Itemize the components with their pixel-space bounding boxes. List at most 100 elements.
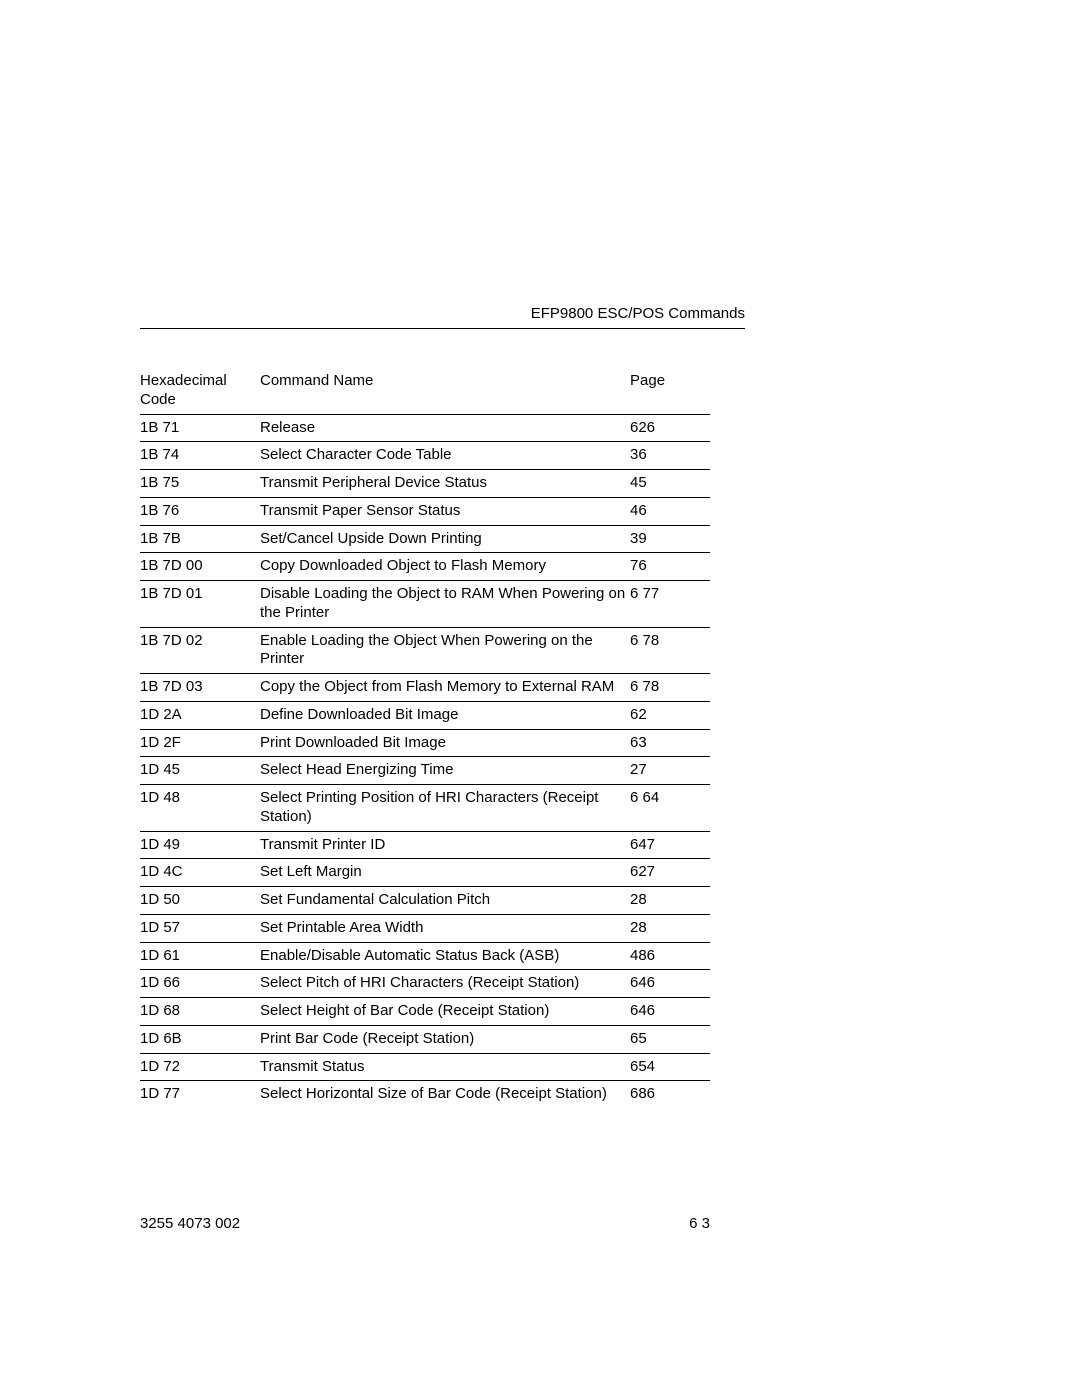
cell-page: 63 xyxy=(630,729,710,757)
cell-code: 1B 7D 02 xyxy=(140,627,260,674)
cell-name: Enable Loading the Object When Powering … xyxy=(260,627,630,674)
table-row: 1D 50Set Fundamental Calculation Pitch28 xyxy=(140,887,710,915)
cell-code: 1B 71 xyxy=(140,414,260,442)
cell-code: 1D 48 xyxy=(140,785,260,832)
cell-code: 1B 76 xyxy=(140,497,260,525)
table-row: 1D 2FPrint Downloaded Bit Image63 xyxy=(140,729,710,757)
page-footer: 3255 4073 002 6 3 xyxy=(140,1215,710,1232)
cell-code: 1B 7B xyxy=(140,525,260,553)
cell-page: 65 xyxy=(630,1025,710,1053)
cell-code: 1D 61 xyxy=(140,942,260,970)
cell-page: 36 xyxy=(630,442,710,470)
cell-page: 6 77 xyxy=(630,581,710,628)
cell-name: Enable/Disable Automatic Status Back (AS… xyxy=(260,942,630,970)
table-row: 1D 4CSet Left Margin627 xyxy=(140,859,710,887)
cell-code: 1B 7D 01 xyxy=(140,581,260,628)
cell-name: Select Printing Position of HRI Characte… xyxy=(260,785,630,832)
table-row: 1B 7D 00Copy Downloaded Object to Flash … xyxy=(140,553,710,581)
table-row: 1B 71Release626 xyxy=(140,414,710,442)
cell-name: Select Head Energizing Time xyxy=(260,757,630,785)
cell-page: 6 78 xyxy=(630,674,710,702)
cell-name: Copy Downloaded Object to Flash Memory xyxy=(260,553,630,581)
table-row: 1B 7D 02Enable Loading the Object When P… xyxy=(140,627,710,674)
cell-name: Transmit Paper Sensor Status xyxy=(260,497,630,525)
table-row: 1D 66Select Pitch of HRI Characters (Rec… xyxy=(140,970,710,998)
table-row: 1B 75Transmit Peripheral Device Status45 xyxy=(140,470,710,498)
table-row: 1D 72Transmit Status654 xyxy=(140,1053,710,1081)
cell-name: Set Left Margin xyxy=(260,859,630,887)
page-header: EFP9800 ESC/POS Commands xyxy=(140,305,745,329)
table-row: 1B 74Select Character Code Table36 xyxy=(140,442,710,470)
table-row: 1D 2ADefine Downloaded Bit Image62 xyxy=(140,701,710,729)
footer-page-num: 6 3 xyxy=(689,1215,710,1232)
cell-code: 1D 50 xyxy=(140,887,260,915)
table-row: 1D 68Select Height of Bar Code (Receipt … xyxy=(140,998,710,1026)
cell-page: 646 xyxy=(630,970,710,998)
cell-name: Disable Loading the Object to RAM When P… xyxy=(260,581,630,628)
cell-code: 1D 45 xyxy=(140,757,260,785)
cell-name: Select Height of Bar Code (Receipt Stati… xyxy=(260,998,630,1026)
cell-name: Transmit Status xyxy=(260,1053,630,1081)
cell-page: 627 xyxy=(630,859,710,887)
cell-page: 76 xyxy=(630,553,710,581)
cell-page: 654 xyxy=(630,1053,710,1081)
col-header-page: Page xyxy=(630,368,710,414)
cell-code: 1D 57 xyxy=(140,914,260,942)
table-row: 1D 77Select Horizontal Size of Bar Code … xyxy=(140,1081,710,1108)
cell-page: 686 xyxy=(630,1081,710,1108)
commands-table: Hexadecimal Code Command Name Page 1B 71… xyxy=(140,368,710,1108)
cell-name: Set/Cancel Upside Down Printing xyxy=(260,525,630,553)
cell-code: 1D 72 xyxy=(140,1053,260,1081)
table-row: 1D 61Enable/Disable Automatic Status Bac… xyxy=(140,942,710,970)
table-row: 1B 7D 03Copy the Object from Flash Memor… xyxy=(140,674,710,702)
table-row: 1B 76Transmit Paper Sensor Status46 xyxy=(140,497,710,525)
cell-code: 1D 2A xyxy=(140,701,260,729)
cell-name: Release xyxy=(260,414,630,442)
cell-page: 626 xyxy=(630,414,710,442)
table-row: 1D 45Select Head Energizing Time27 xyxy=(140,757,710,785)
cell-name: Select Pitch of HRI Characters (Receipt … xyxy=(260,970,630,998)
cell-page: 28 xyxy=(630,914,710,942)
page: EFP9800 ESC/POS Commands Hexadecimal Cod… xyxy=(0,0,1080,1397)
table-row: 1D 48Select Printing Position of HRI Cha… xyxy=(140,785,710,832)
cell-page: 647 xyxy=(630,831,710,859)
cell-code: 1D 77 xyxy=(140,1081,260,1108)
cell-name: Print Bar Code (Receipt Station) xyxy=(260,1025,630,1053)
cell-page: 46 xyxy=(630,497,710,525)
cell-name: Define Downloaded Bit Image xyxy=(260,701,630,729)
cell-page: 6 78 xyxy=(630,627,710,674)
table-row: 1D 57Set Printable Area Width28 xyxy=(140,914,710,942)
cell-page: 62 xyxy=(630,701,710,729)
cell-code: 1B 75 xyxy=(140,470,260,498)
cell-code: 1D 4C xyxy=(140,859,260,887)
header-rule xyxy=(140,328,745,329)
table-row: 1D 49Transmit Printer ID647 xyxy=(140,831,710,859)
cell-page: 45 xyxy=(630,470,710,498)
table-row: 1B 7BSet/Cancel Upside Down Printing39 xyxy=(140,525,710,553)
cell-name: Transmit Printer ID xyxy=(260,831,630,859)
cell-name: Set Printable Area Width xyxy=(260,914,630,942)
cell-name: Transmit Peripheral Device Status xyxy=(260,470,630,498)
cell-name: Copy the Object from Flash Memory to Ext… xyxy=(260,674,630,702)
cell-code: 1B 7D 00 xyxy=(140,553,260,581)
cell-code: 1D 49 xyxy=(140,831,260,859)
cell-name: Select Horizontal Size of Bar Code (Rece… xyxy=(260,1081,630,1108)
cell-page: 39 xyxy=(630,525,710,553)
cell-code: 1D 2F xyxy=(140,729,260,757)
cell-page: 646 xyxy=(630,998,710,1026)
commands-table-wrap: Hexadecimal Code Command Name Page 1B 71… xyxy=(140,368,710,1108)
cell-name: Print Downloaded Bit Image xyxy=(260,729,630,757)
cell-name: Set Fundamental Calculation Pitch xyxy=(260,887,630,915)
cell-page: 27 xyxy=(630,757,710,785)
cell-name: Select Character Code Table xyxy=(260,442,630,470)
cell-code: 1D 66 xyxy=(140,970,260,998)
cell-page: 28 xyxy=(630,887,710,915)
cell-page: 6 64 xyxy=(630,785,710,832)
table-row: 1D 6BPrint Bar Code (Receipt Station)65 xyxy=(140,1025,710,1053)
page-header-title: EFP9800 ESC/POS Commands xyxy=(140,305,745,328)
cell-code: 1D 68 xyxy=(140,998,260,1026)
footer-doc-id: 3255 4073 002 xyxy=(140,1215,240,1232)
col-header-code: Hexadecimal Code xyxy=(140,368,260,414)
col-header-name: Command Name xyxy=(260,368,630,414)
cell-page: 486 xyxy=(630,942,710,970)
